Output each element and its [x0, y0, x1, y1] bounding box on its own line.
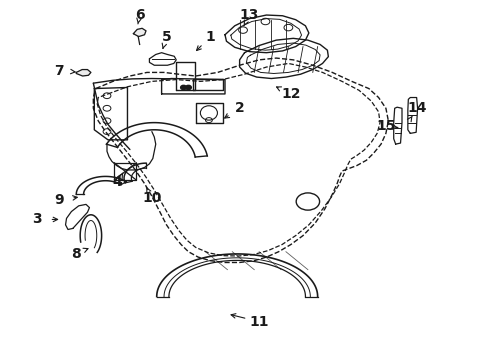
Text: 5: 5 — [161, 30, 171, 44]
Text: 2: 2 — [234, 101, 244, 115]
Text: 15: 15 — [375, 119, 395, 133]
Text: 6: 6 — [135, 8, 144, 22]
Circle shape — [180, 85, 186, 90]
Text: 11: 11 — [249, 315, 268, 329]
Text: 7: 7 — [54, 64, 64, 78]
Text: 8: 8 — [71, 247, 81, 261]
Text: 10: 10 — [142, 191, 161, 205]
Text: 13: 13 — [239, 8, 259, 22]
Circle shape — [185, 85, 191, 90]
Text: 9: 9 — [54, 193, 64, 207]
Text: 14: 14 — [407, 101, 427, 115]
Text: 12: 12 — [281, 87, 300, 101]
Text: 3: 3 — [32, 212, 42, 226]
Polygon shape — [76, 69, 91, 76]
Text: 4: 4 — [113, 175, 122, 189]
Polygon shape — [133, 28, 146, 37]
Text: 1: 1 — [205, 30, 215, 44]
